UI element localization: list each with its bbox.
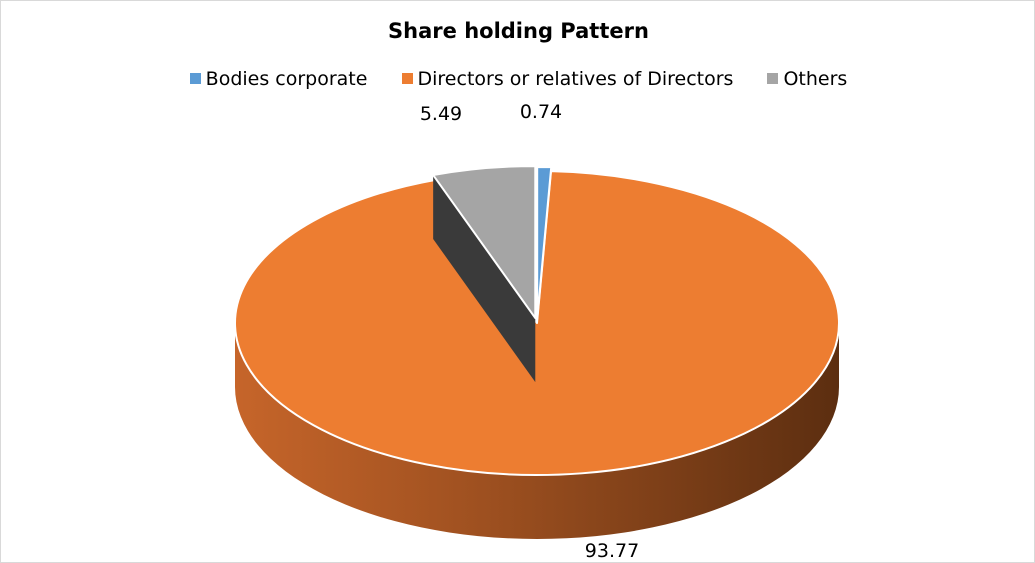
legend-label-directors: Directors or relatives of Directors: [417, 68, 734, 90]
data-label-directors: 93.77: [585, 540, 639, 562]
pie-slice-others: [432, 165, 537, 383]
chart-title: Share holding Pattern: [388, 19, 649, 43]
legend-label-bodies-corporate: Bodies corporate: [205, 68, 368, 90]
data-label-others: 5.49: [420, 103, 462, 125]
legend-item-directors: Directors or relatives of Directors: [401, 68, 734, 90]
legend-label-others: Others: [783, 68, 848, 90]
pie-slice-directors: [234, 170, 840, 539]
legend-swatch-others: [767, 73, 779, 84]
legend-item-bodies-corporate: Bodies corporate: [189, 68, 368, 90]
pie-slice-bodies-corporate: [536, 166, 553, 321]
legend: Bodies corporate Directors or relatives …: [1, 68, 1035, 90]
data-label-bodies-corporate: 0.74: [520, 101, 562, 123]
legend-swatch-bodies-corporate: [189, 73, 201, 84]
legend-swatch-directors: [401, 73, 413, 84]
legend-item-others: Others: [767, 68, 847, 90]
